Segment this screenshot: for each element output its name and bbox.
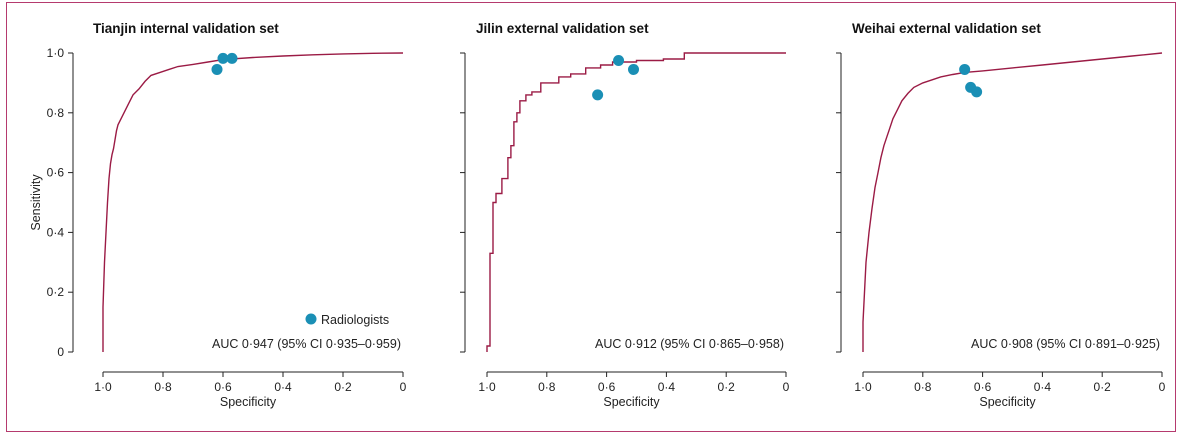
y-tick-label: 1·0	[47, 46, 65, 60]
x-tick-label: 0·4	[658, 380, 676, 394]
x-axis-label: Specificity	[603, 395, 660, 409]
auc-annotation: AUC 0·912 (95% CI 0·865–0·958)	[595, 337, 784, 351]
chart-panel-2: Jilin external validation set 1·0 0·8 0·6 0·…	[460, 21, 790, 409]
x-tick-label: 0·8	[914, 380, 932, 394]
x-tick-label: 0·2	[334, 380, 352, 394]
y-tick-label: 0	[57, 345, 64, 359]
x-tick-label: 0·6	[598, 380, 616, 394]
radiologist-point-1	[211, 63, 223, 75]
x-tick-label: 0·6	[974, 380, 992, 394]
x-tick-label: 0·2	[718, 380, 736, 394]
y-tick-label: 0·6	[47, 166, 65, 180]
radiologist-point-3	[971, 86, 983, 98]
radiologist-point-1	[959, 63, 971, 75]
auc-annotation: AUC 0·947 (95% CI 0·935–0·959)	[212, 337, 401, 351]
roc-figure: Tianjin internal validation set 0 0·2 0·4 0·…	[29, 21, 1166, 409]
x-tick-label: 0·2	[1094, 380, 1112, 394]
x-tick-label: 0·8	[154, 380, 172, 394]
chart-panel-3: Weihai external validation set 1·0 0·8 0·6 0…	[836, 21, 1166, 409]
roc-curve-line	[102, 52, 404, 352]
chart-panel-1: Tianjin internal validation set 0 0·2 0·4 0·…	[29, 21, 407, 409]
roc-curve-line	[862, 52, 1163, 352]
y-tick-label: 0·8	[47, 106, 65, 120]
chart-title: Weihai external validation set	[852, 21, 1041, 36]
x-tick-label: 0·4	[1034, 380, 1052, 394]
x-tick-label: 0·4	[274, 380, 292, 394]
auc-annotation: AUC 0·908 (95% CI 0·891–0·925)	[971, 337, 1160, 351]
roc-curve-line	[486, 52, 786, 352]
x-tick-label: 0·8	[538, 380, 556, 394]
x-tick-label: 0·6	[214, 380, 232, 394]
chart-title: Tianjin internal validation set	[93, 21, 279, 36]
chart-title: Jilin external validation set	[476, 21, 649, 36]
x-tick-label: 0	[400, 380, 407, 394]
x-axis-label: Specificity	[979, 395, 1036, 409]
radiologist-point-1	[592, 89, 604, 101]
x-tick-label: 1·0	[854, 380, 872, 394]
legend-marker	[305, 313, 317, 325]
legend-label: Radiologists	[321, 313, 389, 327]
x-tick-label: 0	[783, 380, 790, 394]
x-axis-label: Specificity	[220, 395, 277, 409]
radiologist-point-3	[226, 52, 238, 64]
radiologist-point-2	[613, 54, 625, 66]
x-tick-label: 1·0	[478, 380, 496, 394]
x-tick-label: 0	[1159, 380, 1166, 394]
y-tick-label: 0·4	[47, 225, 65, 239]
x-tick-label: 1·0	[94, 380, 112, 394]
y-axis-label: Sensitivity	[29, 174, 43, 231]
y-tick-label: 0·2	[47, 285, 65, 299]
radiologist-point-2	[217, 52, 229, 64]
radiologist-point-3	[628, 63, 640, 75]
